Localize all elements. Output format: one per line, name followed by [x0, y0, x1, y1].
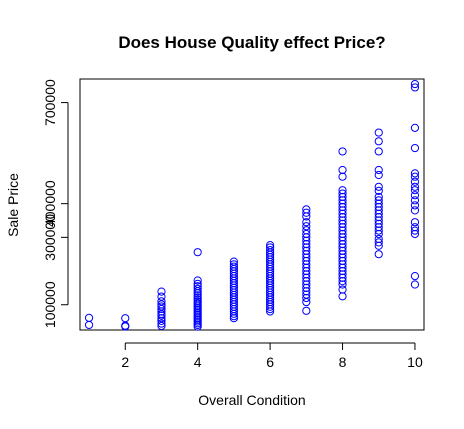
data-point	[410, 229, 420, 239]
data-point	[302, 212, 311, 221]
data-point	[266, 307, 275, 316]
data-point	[374, 241, 383, 250]
data-point	[374, 137, 383, 146]
data-point	[410, 143, 420, 153]
data-point	[157, 287, 166, 296]
data-point	[374, 186, 383, 195]
data-point	[157, 321, 166, 331]
y-axis-label: Sale Price	[5, 173, 21, 237]
data-point	[121, 314, 130, 323]
y-tick-label: 300000	[42, 214, 58, 261]
data-point	[374, 182, 383, 191]
data-point	[410, 177, 420, 186]
data-point	[410, 172, 420, 181]
x-tick-label: 4	[194, 354, 202, 370]
data-point	[410, 271, 420, 281]
data-point	[157, 316, 166, 325]
data-point	[410, 196, 420, 205]
data-points	[84, 79, 420, 331]
x-tick-label: 2	[121, 354, 129, 370]
data-point	[193, 287, 202, 296]
data-point	[410, 169, 420, 178]
x-tick-label: 10	[407, 354, 423, 370]
x-axis-label: Overall Condition	[198, 392, 305, 408]
data-point	[157, 311, 166, 320]
data-point	[410, 186, 420, 195]
data-point	[410, 201, 420, 210]
data-point	[338, 165, 347, 175]
data-point	[302, 222, 311, 231]
data-point	[410, 182, 420, 191]
data-point	[410, 83, 420, 92]
data-point	[193, 276, 202, 285]
data-point	[374, 238, 383, 247]
chart-title: Does House Quality effect Price?	[118, 33, 385, 52]
data-point	[338, 147, 347, 156]
data-point	[374, 147, 383, 156]
data-point	[229, 312, 238, 321]
data-point	[193, 322, 202, 331]
data-point	[157, 314, 166, 323]
data-point	[302, 306, 311, 315]
data-point	[157, 304, 166, 314]
data-point	[338, 280, 347, 289]
data-point	[193, 284, 202, 293]
data-point	[410, 280, 420, 289]
data-point	[157, 292, 166, 301]
data-point	[302, 297, 311, 307]
data-point	[374, 165, 383, 175]
x-tick-label: 6	[266, 354, 274, 370]
data-point	[374, 128, 383, 137]
data-point	[302, 293, 311, 303]
data-point	[266, 302, 275, 311]
data-point	[338, 285, 347, 294]
data-point	[193, 248, 202, 257]
data-point	[410, 218, 420, 227]
y-tick-label: 700000	[42, 79, 58, 126]
data-point	[338, 292, 347, 301]
x-axis: 2 4 6 8 10	[121, 342, 423, 370]
y-tick-label: 400000	[42, 180, 58, 227]
data-point	[266, 305, 275, 314]
data-point	[374, 226, 383, 235]
data-point	[410, 123, 420, 132]
data-point	[229, 309, 238, 318]
data-point	[338, 172, 347, 181]
data-point	[302, 208, 311, 217]
data-point	[157, 319, 166, 328]
data-point	[338, 277, 347, 286]
data-point	[374, 250, 383, 259]
data-point	[229, 314, 238, 323]
data-point	[410, 206, 420, 215]
x-tick-label: 8	[339, 354, 347, 370]
plot-area	[79, 78, 425, 331]
data-point	[410, 79, 420, 89]
data-point	[84, 320, 94, 330]
y-tick-label: 100000	[42, 281, 58, 328]
data-point	[84, 313, 94, 322]
data-point	[193, 289, 202, 298]
data-point	[410, 191, 420, 200]
data-point	[193, 291, 202, 300]
data-point	[374, 229, 383, 239]
data-point	[302, 218, 311, 227]
data-point	[410, 226, 420, 235]
data-point	[374, 170, 383, 180]
data-point	[121, 322, 130, 331]
